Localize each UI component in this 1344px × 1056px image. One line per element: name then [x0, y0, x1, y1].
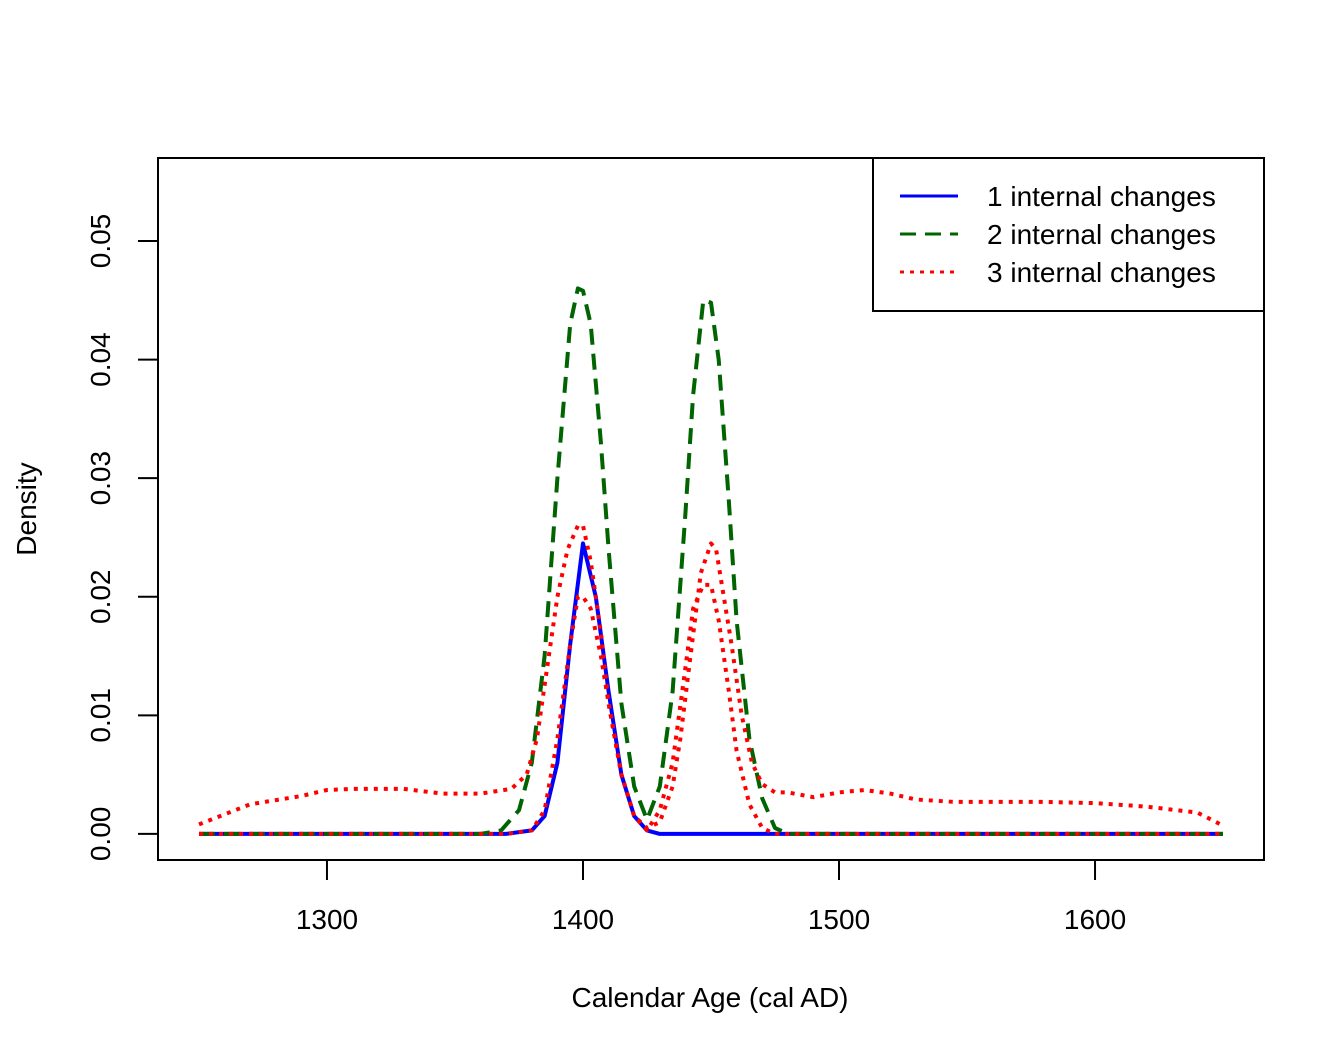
- legend-label: 1 internal changes: [987, 181, 1216, 212]
- y-tick-label: 0.04: [85, 332, 116, 387]
- series-line-1: [199, 541, 1223, 836]
- x-tick-label: 1300: [296, 904, 358, 935]
- x-axis-title: Calendar Age (cal AD): [571, 982, 848, 1013]
- series-line-4: [199, 582, 1223, 836]
- y-axis: 0.00 0.01 0.02 0.03 0.04 0.05: [85, 214, 159, 862]
- y-tick-label: 0.03: [85, 451, 116, 506]
- y-tick-label: 0.02: [85, 570, 116, 625]
- legend-label: 3 internal changes: [987, 257, 1216, 288]
- series-lines: [198, 286, 1224, 836]
- legend-label: 2 internal changes: [987, 219, 1216, 250]
- x-tick-label: 1500: [808, 904, 870, 935]
- y-tick-label: 0.00: [85, 807, 116, 862]
- series-line-3: [198, 523, 1224, 830]
- series-line-2: [199, 286, 1223, 836]
- x-axis: 1300 1400 1500 1600: [296, 859, 1126, 935]
- y-tick-label: 0.05: [85, 214, 116, 269]
- y-tick-label: 0.01: [85, 688, 116, 743]
- legend: 1 internal changes 2 internal changes 3 in…: [872, 157, 1265, 312]
- x-tick-label: 1400: [552, 904, 614, 935]
- x-tick-label: 1600: [1064, 904, 1126, 935]
- y-axis-title: Density: [11, 462, 42, 555]
